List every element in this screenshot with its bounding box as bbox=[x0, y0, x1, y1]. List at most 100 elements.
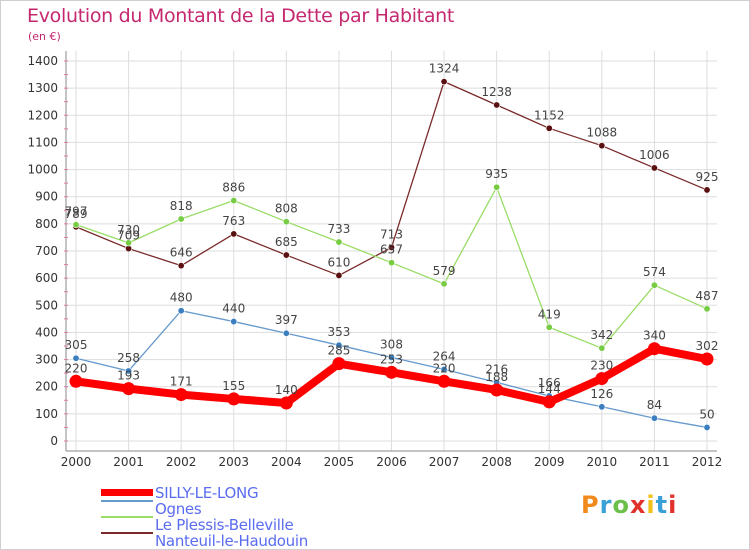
data-point bbox=[72, 221, 80, 229]
proxiti-logo: Proxiti bbox=[581, 491, 677, 519]
data-label: 713 bbox=[380, 227, 403, 241]
data-point bbox=[387, 259, 395, 267]
data-point bbox=[647, 342, 661, 356]
data-label: 342 bbox=[590, 328, 613, 342]
data-label: 1238 bbox=[481, 85, 512, 99]
data-label: 797 bbox=[65, 205, 88, 219]
data-point bbox=[703, 305, 711, 313]
data-point bbox=[542, 395, 556, 409]
data-label: 1088 bbox=[587, 126, 618, 140]
x-tick-label: 2007 bbox=[429, 455, 460, 469]
data-point bbox=[282, 251, 290, 259]
data-point bbox=[230, 197, 238, 205]
data-label: 353 bbox=[327, 325, 350, 339]
data-label: 50 bbox=[699, 407, 714, 421]
x-tick-label: 2008 bbox=[481, 455, 512, 469]
data-point bbox=[335, 238, 343, 246]
logo-letter: P bbox=[581, 491, 600, 519]
data-label: 419 bbox=[538, 307, 561, 321]
data-label: 166 bbox=[538, 376, 561, 390]
data-label: 340 bbox=[643, 329, 666, 343]
y-tick-label: 200 bbox=[35, 380, 58, 394]
logo-letter: t bbox=[655, 491, 669, 519]
data-label: 935 bbox=[485, 167, 508, 181]
y-tick-label: 1100 bbox=[27, 135, 58, 149]
data-label: 808 bbox=[275, 202, 298, 216]
data-label: 258 bbox=[117, 351, 140, 365]
data-point bbox=[437, 374, 451, 388]
data-label: 685 bbox=[275, 235, 298, 249]
data-label: 1152 bbox=[534, 108, 565, 122]
data-label: 305 bbox=[65, 338, 88, 352]
data-point bbox=[650, 164, 658, 172]
data-label: 440 bbox=[222, 302, 245, 316]
legend-label: SILLY-LE-LONG bbox=[155, 484, 259, 502]
x-tick-label: 2012 bbox=[692, 455, 723, 469]
chart-title: Evolution du Montant de la Dette par Hab… bbox=[27, 5, 455, 27]
data-label: 144 bbox=[538, 382, 561, 396]
legend-swatch bbox=[101, 489, 153, 496]
data-label: 657 bbox=[380, 243, 403, 257]
y-tick-label: 300 bbox=[35, 353, 58, 367]
data-point bbox=[177, 307, 185, 315]
data-point bbox=[279, 396, 293, 410]
data-point bbox=[69, 374, 83, 388]
data-label: 709 bbox=[117, 229, 140, 243]
data-point bbox=[440, 280, 448, 288]
data-point bbox=[598, 344, 606, 352]
logo-letter: r bbox=[599, 491, 613, 519]
data-label: 253 bbox=[380, 352, 403, 366]
y-tick-label: 0 bbox=[50, 434, 58, 448]
data-labels: 789 709 646 763 685 610 713 1324 1238 1152 1088 100… bbox=[65, 62, 719, 422]
data-point bbox=[230, 230, 238, 238]
data-point bbox=[122, 382, 136, 396]
legend-swatch bbox=[101, 516, 153, 518]
data-point bbox=[335, 341, 343, 349]
x-tick-label: 2011 bbox=[639, 455, 670, 469]
data-point bbox=[387, 353, 395, 361]
x-tick-label: 2002 bbox=[166, 455, 197, 469]
data-point bbox=[177, 215, 185, 223]
y-tick-label: 1000 bbox=[27, 163, 58, 177]
x-tick-label: 2005 bbox=[324, 455, 355, 469]
data-label: 230 bbox=[590, 359, 613, 373]
data-label: 886 bbox=[222, 181, 245, 195]
data-point bbox=[72, 354, 80, 362]
data-label: 610 bbox=[327, 255, 350, 269]
x-tick-label: 2003 bbox=[218, 455, 249, 469]
data-point bbox=[227, 392, 241, 406]
x-tick-label: 2009 bbox=[534, 455, 565, 469]
x-tick-label: 2004 bbox=[271, 455, 302, 469]
data-point bbox=[650, 281, 658, 289]
data-point bbox=[332, 357, 346, 371]
y-tick-label: 500 bbox=[35, 298, 58, 312]
y-tick-label: 1300 bbox=[27, 81, 58, 95]
data-point bbox=[493, 101, 501, 109]
data-point bbox=[335, 271, 343, 279]
x-tick-label: 2006 bbox=[376, 455, 407, 469]
data-point bbox=[440, 365, 448, 373]
data-point bbox=[598, 403, 606, 411]
data-point bbox=[700, 352, 714, 366]
y-tick-label: 1400 bbox=[27, 54, 58, 68]
data-point bbox=[125, 367, 133, 375]
y-tick-label: 100 bbox=[35, 407, 58, 421]
data-label: 480 bbox=[170, 291, 193, 305]
logo-letter: i bbox=[668, 491, 678, 519]
chart-unit: (en €) bbox=[28, 30, 61, 43]
data-point bbox=[174, 388, 188, 402]
data-point bbox=[545, 124, 553, 132]
legend-swatch bbox=[101, 532, 153, 534]
data-label: 220 bbox=[433, 361, 456, 375]
x-tick-label: 2000 bbox=[61, 455, 92, 469]
data-point bbox=[385, 365, 398, 379]
axes: 0 100 200 300 400 500 600 700 800 900 1000 1100 1200… bbox=[27, 51, 722, 469]
data-label: 188 bbox=[485, 370, 508, 384]
y-tick-label: 700 bbox=[35, 244, 58, 258]
data-point bbox=[598, 142, 606, 150]
data-point bbox=[230, 318, 238, 326]
data-point bbox=[440, 78, 448, 86]
y-tick-label: 400 bbox=[35, 325, 58, 339]
